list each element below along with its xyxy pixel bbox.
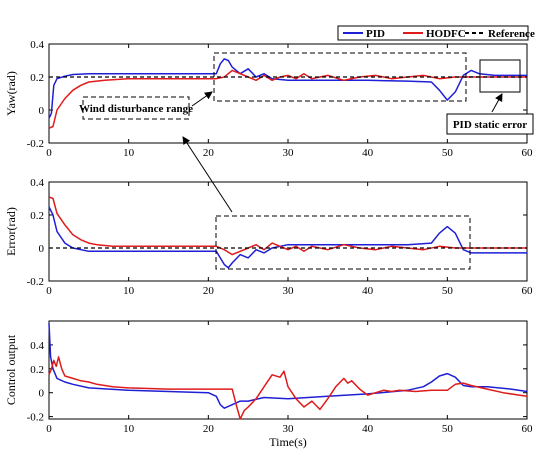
legend-label-reference: Reference — [488, 28, 535, 40]
x-tick-label: 20 — [203, 147, 215, 159]
series-line-hodfc — [48, 356, 528, 420]
wind-arrow-middle — [182, 136, 233, 213]
x-tick-label: 40 — [362, 147, 374, 159]
y-tick-label: 0.2 — [30, 210, 44, 222]
x-tick-label: 20 — [203, 285, 215, 297]
legend-label-hodfc: HODFC — [426, 28, 466, 40]
x-tick-label: 40 — [362, 423, 374, 435]
pid-static-box — [479, 59, 521, 93]
y-tick-label: -0.2 — [27, 412, 44, 424]
series-line-hodfc — [48, 196, 527, 256]
y-tick-label: 0.4 — [30, 340, 44, 352]
x-tick-label: 50 — [442, 423, 454, 435]
series-line-pid — [48, 58, 527, 119]
x-tick-label: 10 — [123, 147, 135, 159]
wind-box-top — [213, 52, 467, 102]
y-tick-label: -0.2 — [27, 138, 44, 150]
pid-static-label: PID static error — [453, 119, 527, 131]
y-axis-label: Error(rad) — [4, 207, 18, 256]
y-tick-label: -0.2 — [27, 276, 44, 288]
y-tick-label: 0.2 — [30, 364, 44, 376]
pid-static-label-box — [446, 113, 534, 135]
y-tick-label: 0 — [39, 388, 45, 400]
x-tick-label: 10 — [123, 423, 135, 435]
wind-label-box — [82, 96, 190, 120]
x-tick-label: 50 — [442, 285, 454, 297]
x-tick-label: 30 — [283, 285, 295, 297]
series-line-pid — [48, 206, 527, 269]
x-tick-label: 40 — [362, 285, 374, 297]
y-tick-label: 0.4 — [30, 177, 44, 189]
x-tick-label: 30 — [283, 147, 295, 159]
wind-box-middle — [215, 215, 471, 270]
series-line-pid — [48, 323, 528, 409]
x-tick-label: 10 — [123, 285, 135, 297]
axes-frame — [48, 181, 528, 282]
y-axis-label: Yaw(rad) — [4, 71, 18, 116]
series-line-hodfc — [48, 69, 527, 129]
x-tick-label: 60 — [522, 423, 534, 435]
axes-frame — [48, 320, 528, 420]
y-tick-label: 0 — [39, 105, 45, 117]
pid-static-arrow — [491, 93, 503, 113]
x-tick-label: 0 — [46, 285, 52, 297]
y-axis-label: Control output — [4, 334, 18, 405]
wind-disturbance-label: Wind disturbance range — [79, 103, 193, 115]
legend: PID HODFC Reference — [337, 25, 535, 41]
x-tick-label: 20 — [203, 423, 215, 435]
y-tick-label: 0.4 — [30, 39, 44, 51]
x-tick-label: 60 — [522, 147, 534, 159]
legend-label-pid: PID — [366, 28, 385, 40]
x-tick-label: 50 — [442, 147, 454, 159]
x-tick-label: 0 — [46, 423, 52, 435]
x-tick-label: 60 — [522, 285, 534, 297]
y-tick-label: 0.2 — [30, 72, 44, 84]
wind-arrow-top — [191, 91, 213, 107]
y-tick-label: 0 — [39, 243, 45, 255]
annotations: Wind disturbance range PID static error — [79, 52, 534, 270]
x-tick-label: 0 — [46, 147, 52, 159]
x-axis-label: Time(s) — [269, 435, 307, 449]
x-tick-label: 30 — [283, 423, 295, 435]
